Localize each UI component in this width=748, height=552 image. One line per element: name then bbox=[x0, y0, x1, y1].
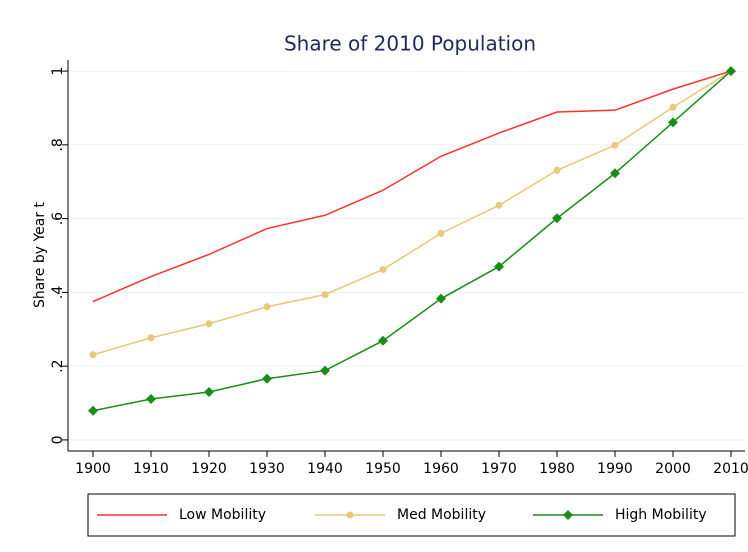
marker bbox=[204, 386, 214, 397]
marker bbox=[610, 168, 620, 179]
marker bbox=[553, 166, 561, 174]
y-tick-label: .4 bbox=[50, 286, 66, 299]
marker bbox=[437, 229, 445, 237]
marker bbox=[88, 405, 98, 416]
marker bbox=[147, 334, 155, 342]
y-tick-label: .2 bbox=[50, 359, 66, 372]
x-tick-label: 1950 bbox=[365, 461, 401, 477]
x-tick-label: 1930 bbox=[249, 461, 285, 477]
marker bbox=[552, 213, 562, 224]
marker bbox=[726, 66, 736, 77]
x-tick-label: 1990 bbox=[597, 461, 633, 477]
legend-label: High Mobility bbox=[615, 507, 707, 523]
x-tick-label: 1910 bbox=[133, 461, 169, 477]
marker bbox=[205, 320, 213, 328]
legend-label: Med Mobility bbox=[397, 507, 486, 523]
x-tick-label: 1960 bbox=[423, 461, 459, 477]
marker bbox=[263, 303, 271, 311]
chart-title: Share of 2010 Population bbox=[284, 32, 536, 56]
marker bbox=[436, 293, 446, 304]
x-tick-label: 1920 bbox=[191, 461, 227, 477]
marker bbox=[262, 373, 272, 384]
legend-label: Low Mobility bbox=[179, 507, 266, 523]
y-tick-label: 0 bbox=[50, 435, 66, 444]
marker bbox=[378, 335, 388, 346]
y-axis-label: Share by Year t bbox=[32, 201, 48, 308]
y-tick-label: 1 bbox=[50, 67, 66, 76]
marker bbox=[669, 103, 677, 111]
legend: Low Mobility Med Mobility High Mobility bbox=[87, 493, 736, 537]
marker bbox=[146, 393, 156, 404]
marker bbox=[494, 261, 504, 272]
marker bbox=[379, 266, 387, 274]
x-tick-label: 1900 bbox=[75, 461, 111, 477]
marker bbox=[346, 511, 354, 519]
y-tick-label: .6 bbox=[50, 212, 66, 225]
x-tick-label: 2010 bbox=[713, 461, 748, 477]
x-tick-label: 1940 bbox=[307, 461, 343, 477]
y-tick-label: .8 bbox=[50, 138, 66, 151]
series-line bbox=[92, 70, 732, 356]
marker bbox=[495, 201, 503, 209]
marker bbox=[320, 365, 330, 376]
marker bbox=[563, 510, 573, 520]
x-tick-label: 2000 bbox=[655, 461, 691, 477]
marker bbox=[321, 291, 329, 299]
marker bbox=[611, 141, 619, 149]
marker bbox=[668, 117, 678, 128]
x-tick-label: 1980 bbox=[539, 461, 575, 477]
legend-box bbox=[87, 493, 736, 537]
series-line bbox=[92, 70, 732, 303]
marker bbox=[89, 351, 97, 359]
x-tick-label: 1970 bbox=[481, 461, 517, 477]
series-line bbox=[92, 70, 732, 412]
